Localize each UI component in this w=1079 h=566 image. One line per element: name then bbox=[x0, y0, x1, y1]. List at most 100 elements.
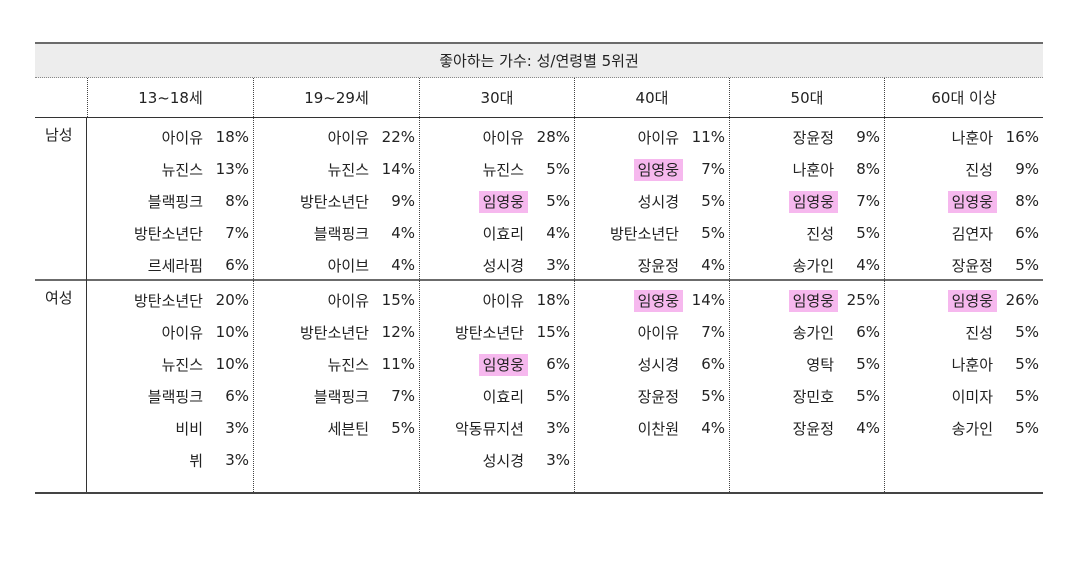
singer-percent: 4% bbox=[391, 256, 415, 274]
singer-percent: 4% bbox=[391, 224, 415, 242]
singer-percent: 5% bbox=[856, 355, 880, 373]
singer-percent: 22% bbox=[381, 128, 415, 146]
singer-name: 나훈아 bbox=[951, 355, 993, 374]
singer-percent: 6% bbox=[225, 387, 249, 405]
singer-name: 뉴진스 bbox=[161, 160, 203, 179]
singer-percent: 10% bbox=[215, 323, 249, 341]
survey-table: 좋아하는 가수: 성/연령별 5위권 13~18세 19~29세 30대 40대… bbox=[35, 42, 1043, 494]
singer-row: 장윤정 9% bbox=[730, 121, 884, 153]
singer-name: 방탄소년단 bbox=[299, 192, 369, 211]
singer-row: 뉴진스 11% bbox=[254, 348, 419, 380]
singer-row: 장윤정 5% bbox=[575, 380, 729, 412]
singer-name: 뉴진스 bbox=[327, 355, 369, 374]
age-column: 임영웅 14% 아이유 7% 성시경 6% 장윤정 5% 이찬원 4% bbox=[574, 281, 729, 492]
singer-percent: 8% bbox=[856, 160, 880, 178]
singer-row: 블랙핑크 8% bbox=[87, 185, 253, 217]
singer-percent: 5% bbox=[701, 192, 725, 210]
age-header: 60대 이상 bbox=[884, 78, 1043, 117]
age-column: 아이유 18% 뉴진스 13% 블랙핑크 8% 방탄소년단 7% 르세라핌 6% bbox=[87, 118, 253, 281]
age-header: 50대 bbox=[729, 78, 884, 117]
singer-percent: 20% bbox=[215, 291, 249, 309]
singer-name: 뉴진스 bbox=[482, 160, 524, 179]
age-column: 방탄소년단 20% 아이유 10% 뉴진스 10% 블랙핑크 6% 비비 3% 뷔 3% bbox=[87, 281, 253, 492]
singer-name: 진성 bbox=[806, 224, 834, 243]
age-column: 임영웅 25% 송가인 6% 영탁 5% 장민호 5% 장윤정 4% bbox=[729, 281, 884, 492]
singer-name: 송가인 bbox=[951, 419, 993, 438]
singer-row: 아이유 11% bbox=[575, 121, 729, 153]
singer-name: 나훈아 bbox=[951, 128, 993, 147]
singer-percent: 6% bbox=[546, 355, 570, 373]
singer-percent: 6% bbox=[225, 256, 249, 274]
section-male: 남성 아이유 18% 뉴진스 13% 블랙핑크 8% 방탄소년단 7% 르세라핌 6% 아이유 22% 뉴… bbox=[35, 118, 1043, 281]
singer-percent: 9% bbox=[1015, 160, 1039, 178]
age-column: 아이유 28% 뉴진스 5% 임영웅 5% 이효리 4% 성시경 3% bbox=[419, 118, 574, 281]
singer-name: 블랙핑크 bbox=[147, 192, 203, 211]
singer-percent: 4% bbox=[701, 256, 725, 274]
singer-name: 진성 bbox=[965, 160, 993, 179]
singer-name: 장윤정 bbox=[637, 256, 679, 275]
singer-percent: 3% bbox=[225, 419, 249, 437]
singer-name: 장윤정 bbox=[792, 128, 834, 147]
singer-row: 블랙핑크 4% bbox=[254, 217, 419, 249]
singer-percent: 8% bbox=[225, 192, 249, 210]
singer-percent: 18% bbox=[215, 128, 249, 146]
singer-row: 송가인 4% bbox=[730, 249, 884, 281]
singer-name: 악동뮤지션 bbox=[454, 419, 524, 438]
age-column: 임영웅 26% 진성 5% 나훈아 5% 이미자 5% 송가인 5% bbox=[884, 281, 1043, 492]
singer-percent: 15% bbox=[381, 291, 415, 309]
age-column: 아이유 22% 뉴진스 14% 방탄소년단 9% 블랙핑크 4% 아이브 4% bbox=[253, 118, 419, 281]
singer-row: 방탄소년단 20% bbox=[87, 284, 253, 316]
singer-name: 아이유 bbox=[161, 128, 203, 147]
singer-row: 장윤정 4% bbox=[730, 412, 884, 444]
singer-row: 성시경 3% bbox=[420, 249, 574, 281]
singer-row: 블랙핑크 7% bbox=[254, 380, 419, 412]
singer-row: 이찬원 4% bbox=[575, 412, 729, 444]
singer-percent: 13% bbox=[215, 160, 249, 178]
singer-percent: 16% bbox=[1005, 128, 1039, 146]
singer-percent: 7% bbox=[701, 323, 725, 341]
singer-name: 장윤정 bbox=[792, 419, 834, 438]
singer-name-highlighted: 임영웅 bbox=[947, 190, 997, 213]
singer-name: 송가인 bbox=[792, 256, 834, 275]
singer-percent: 5% bbox=[1015, 323, 1039, 341]
singer-percent: 14% bbox=[691, 291, 725, 309]
singer-percent: 4% bbox=[856, 256, 880, 274]
singer-percent: 4% bbox=[546, 224, 570, 242]
singer-row: 블랙핑크 6% bbox=[87, 380, 253, 412]
singer-name-highlighted: 임영웅 bbox=[478, 353, 528, 376]
singer-row: 세븐틴 5% bbox=[254, 412, 419, 444]
singer-row: 르세라핌 6% bbox=[87, 249, 253, 281]
singer-name: 김연자 bbox=[951, 224, 993, 243]
singer-name: 르세라핌 bbox=[147, 256, 203, 275]
singer-percent: 6% bbox=[856, 323, 880, 341]
singer-percent: 3% bbox=[546, 256, 570, 274]
singer-percent: 7% bbox=[701, 160, 725, 178]
singer-percent: 11% bbox=[691, 128, 725, 146]
singer-row: 진성 5% bbox=[885, 316, 1043, 348]
singer-percent: 5% bbox=[546, 160, 570, 178]
singer-name: 이효리 bbox=[482, 224, 524, 243]
singer-name-highlighted: 임영웅 bbox=[947, 289, 997, 312]
table-title: 좋아하는 가수: 성/연령별 5위권 bbox=[35, 42, 1043, 78]
singer-percent: 5% bbox=[391, 419, 415, 437]
singer-percent: 6% bbox=[1015, 224, 1039, 242]
singer-name: 성시경 bbox=[637, 355, 679, 374]
singer-name-highlighted: 임영웅 bbox=[788, 289, 838, 312]
sections: 남성 아이유 18% 뉴진스 13% 블랙핑크 8% 방탄소년단 7% 르세라핌 6% 아이유 22% 뉴… bbox=[35, 118, 1043, 494]
singer-percent: 5% bbox=[546, 387, 570, 405]
singer-row: 임영웅 7% bbox=[575, 153, 729, 185]
singer-percent: 7% bbox=[856, 192, 880, 210]
singer-row: 나훈아 8% bbox=[730, 153, 884, 185]
singer-row: 성시경 5% bbox=[575, 185, 729, 217]
singer-row: 영탁 5% bbox=[730, 348, 884, 380]
singer-name: 방탄소년단 bbox=[299, 323, 369, 342]
singer-name: 방탄소년단 bbox=[609, 224, 679, 243]
singer-percent: 3% bbox=[225, 451, 249, 469]
singer-row: 방탄소년단 12% bbox=[254, 316, 419, 348]
singer-name-highlighted: 임영웅 bbox=[633, 158, 683, 181]
singer-percent: 7% bbox=[391, 387, 415, 405]
singer-name-highlighted: 임영웅 bbox=[633, 289, 683, 312]
age-header: 40대 bbox=[574, 78, 729, 117]
singer-name: 방탄소년단 bbox=[454, 323, 524, 342]
singer-row: 뉴진스 14% bbox=[254, 153, 419, 185]
